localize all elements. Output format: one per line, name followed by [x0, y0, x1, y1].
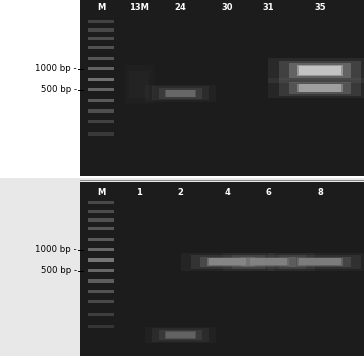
Bar [289, 63, 351, 78]
Bar [125, 65, 154, 104]
Bar [88, 248, 114, 251]
Text: 4: 4 [225, 188, 230, 197]
Bar [88, 325, 114, 328]
Bar [232, 255, 306, 269]
Bar [88, 237, 114, 241]
Bar [88, 78, 114, 81]
Bar [152, 329, 209, 342]
Bar [279, 80, 361, 96]
Bar [289, 82, 351, 94]
Text: 6: 6 [266, 188, 272, 197]
Bar [88, 300, 114, 304]
Bar [0, 0, 364, 178]
Bar [145, 327, 216, 343]
Bar [88, 46, 114, 49]
Text: 13M: 13M [130, 4, 149, 12]
Bar [299, 258, 341, 265]
Bar [88, 218, 114, 221]
Bar [209, 258, 246, 265]
Text: 1: 1 [136, 188, 142, 197]
Bar [166, 90, 195, 97]
Bar [268, 253, 364, 271]
Bar [289, 257, 351, 267]
Bar [159, 330, 202, 340]
Text: 31: 31 [263, 4, 274, 12]
Text: 500 bp -: 500 bp - [41, 266, 77, 275]
Bar [88, 99, 114, 102]
Bar [200, 257, 255, 267]
Text: 1000 bp -: 1000 bp - [35, 245, 77, 254]
Bar [88, 227, 114, 230]
Bar [88, 37, 114, 40]
Bar [165, 89, 196, 97]
Bar [88, 279, 114, 283]
Bar [88, 258, 114, 262]
Bar [268, 78, 364, 98]
Bar [241, 257, 297, 267]
Text: 1000 bp -: 1000 bp - [35, 64, 77, 73]
Bar [88, 201, 114, 204]
Text: 35: 35 [314, 4, 326, 12]
Bar [88, 210, 114, 213]
Bar [88, 109, 114, 112]
Bar [222, 253, 315, 271]
Bar [181, 253, 274, 271]
Bar [279, 61, 361, 80]
Bar [279, 255, 361, 269]
Bar [297, 84, 343, 93]
Text: 30: 30 [222, 4, 233, 12]
Bar [88, 28, 114, 32]
Bar [165, 331, 196, 339]
Bar [299, 66, 341, 75]
Bar [88, 290, 114, 293]
Bar [191, 255, 265, 269]
Bar [88, 313, 114, 316]
Bar [88, 20, 114, 23]
Bar [152, 87, 209, 100]
Bar [159, 88, 202, 99]
Text: 500 bp -: 500 bp - [41, 85, 77, 94]
Bar [297, 65, 343, 76]
Bar [88, 88, 114, 91]
Bar [268, 58, 364, 83]
Bar [250, 258, 287, 265]
Bar [166, 332, 195, 339]
Bar [80, 0, 364, 176]
Bar [88, 132, 114, 136]
Bar [88, 269, 114, 272]
Text: 24: 24 [175, 4, 186, 12]
Text: M: M [97, 188, 105, 197]
Text: 2: 2 [178, 188, 183, 197]
Bar [130, 71, 149, 98]
Bar [249, 258, 289, 266]
Bar [88, 120, 114, 123]
Bar [88, 67, 114, 70]
Text: 8: 8 [317, 188, 323, 197]
Bar [297, 258, 343, 266]
Bar [207, 258, 248, 266]
Bar [299, 84, 341, 92]
Text: M: M [97, 4, 105, 12]
Bar [88, 57, 114, 60]
Bar [145, 85, 216, 102]
Bar [0, 178, 364, 356]
Bar [80, 182, 364, 356]
